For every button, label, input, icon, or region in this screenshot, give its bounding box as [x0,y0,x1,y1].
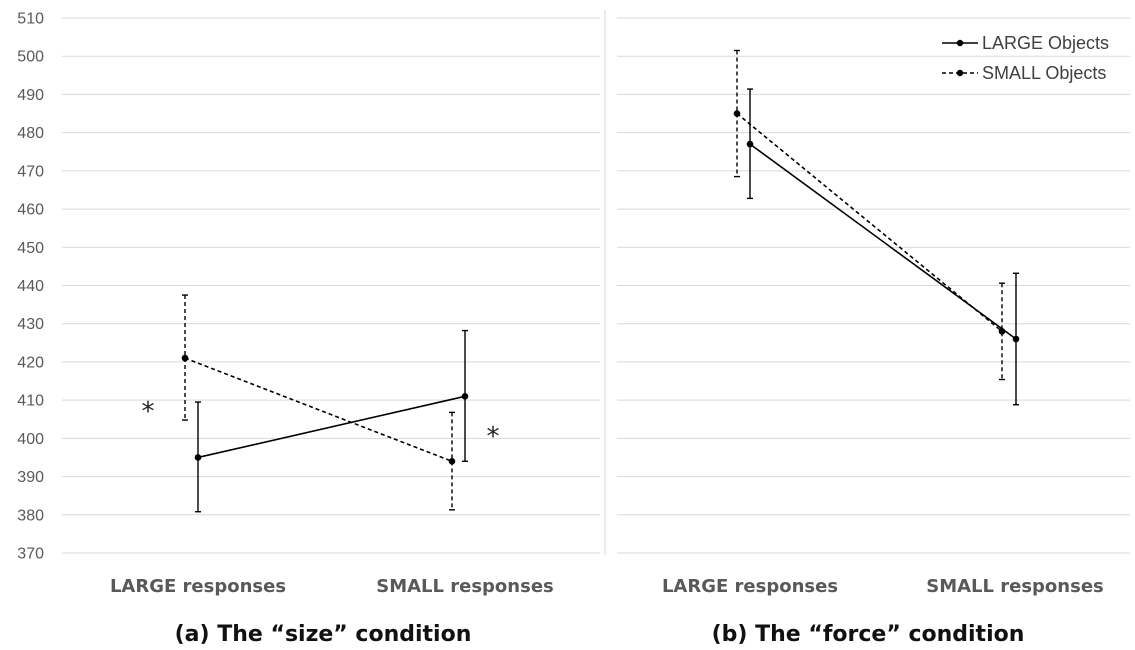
panel-b-title: (b) The “force” condition [712,622,1025,647]
small-objects-data-point [181,354,189,362]
y-axis-ticks: 370 380 390 400 410 420 430 440 450 460 470 480 490 5… [17,11,44,563]
small-objects-series-line [184,357,453,463]
y-tick-label: 400 [17,431,44,448]
y-tick-label: 480 [17,125,44,142]
panel-b-x-label-small: SMALL responses [926,576,1104,597]
large-objects-data-point [1012,335,1020,343]
legend-label-small-objects: SMALL Objects [982,63,1106,83]
y-tick-label: 380 [17,507,44,524]
y-tick-label: 370 [17,546,44,563]
y-tick-label: 460 [17,202,44,219]
y-tick-label: 490 [17,87,44,104]
legend-marker-small [956,69,964,77]
y-tick-label: 470 [17,163,44,180]
y-tick-label: 450 [17,240,44,257]
panel-a-title: (a) The “size” condition [175,622,472,647]
panel-b-x-label-large: LARGE responses [662,576,838,597]
small-objects-data-point [448,457,456,465]
small-objects-data-point [998,328,1006,335]
y-tick-label: 420 [17,354,44,371]
y-tick-label: 440 [17,278,44,295]
legend-marker-large [956,39,964,47]
large-objects-series-line [197,395,466,459]
y-tick-label: 390 [17,469,44,486]
large-objects-data-point [746,140,754,148]
panel-a-x-label-small: SMALL responses [376,576,554,597]
y-tick-label: 410 [17,393,44,410]
significance-marker-large: * [142,397,155,427]
y-tick-label: 430 [17,316,44,333]
large-objects-data-point [194,454,202,461]
y-tick-label: 500 [17,49,44,66]
legend: LARGE Objects SMALL Objects [942,33,1109,83]
significance-marker-small: * [487,422,500,452]
panel-a-series [181,294,469,513]
small-objects-data-point [733,110,741,117]
panel-a: LARGE responses SMALL responses (a) The … [110,294,554,647]
y-tick-label: 510 [17,11,44,28]
legend-label-large-objects: LARGE Objects [982,33,1109,53]
gridlines [62,17,1130,554]
large-objects-data-point [461,393,469,400]
panel-a-x-label-large: LARGE responses [110,576,286,597]
panel-b: LARGE responses SMALL responses (b) The … [662,33,1109,647]
small-objects-series-line [736,112,1003,332]
panel-b-series [733,49,1020,406]
